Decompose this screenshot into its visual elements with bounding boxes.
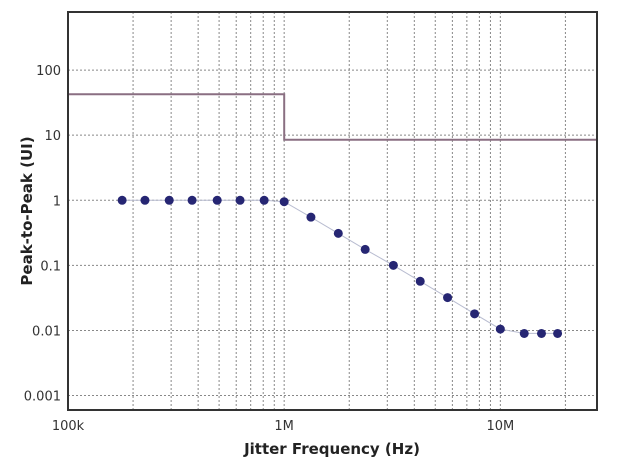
y-tick-label: 10 — [44, 129, 61, 144]
x-tick-label: 100k — [52, 419, 85, 434]
data-point — [360, 244, 370, 254]
data-point — [536, 328, 546, 338]
plot-frame — [67, 11, 598, 411]
data-point — [306, 212, 316, 222]
y-tick-label: 0.01 — [32, 324, 61, 339]
tick-labels: 100k 1M 10M 100 10 1 0.1 0.01 0.001 — [24, 64, 514, 434]
data-point — [279, 197, 289, 207]
y-tick-label: 0.001 — [24, 390, 61, 405]
x-tick-label: 1M — [274, 419, 294, 434]
data-point — [140, 195, 150, 205]
x-tick-label: 10M — [486, 419, 514, 434]
data-point — [495, 324, 505, 334]
y-axis-label: Peak-to-Peak (UI) — [18, 136, 36, 285]
data-point — [443, 293, 453, 303]
data-point — [519, 328, 529, 338]
data-point — [470, 309, 480, 319]
series-layer — [68, 93, 597, 338]
data-point — [333, 228, 343, 238]
data-point — [388, 260, 398, 270]
y-tick-label: 100 — [36, 64, 61, 79]
mask-line — [68, 93, 597, 141]
data-point — [187, 195, 197, 205]
data-point — [212, 195, 222, 205]
data-point — [553, 328, 563, 338]
measured-line — [122, 199, 558, 334]
data-point — [259, 195, 269, 205]
grid — [68, 12, 597, 410]
data-point — [415, 276, 425, 286]
y-tick-label: 0.1 — [40, 259, 61, 274]
x-axis-label: Jitter Frequency (Hz) — [243, 440, 420, 458]
data-point — [117, 195, 127, 205]
y-tick-label: 1 — [53, 194, 61, 209]
data-point — [235, 195, 245, 205]
data-point — [164, 195, 174, 205]
